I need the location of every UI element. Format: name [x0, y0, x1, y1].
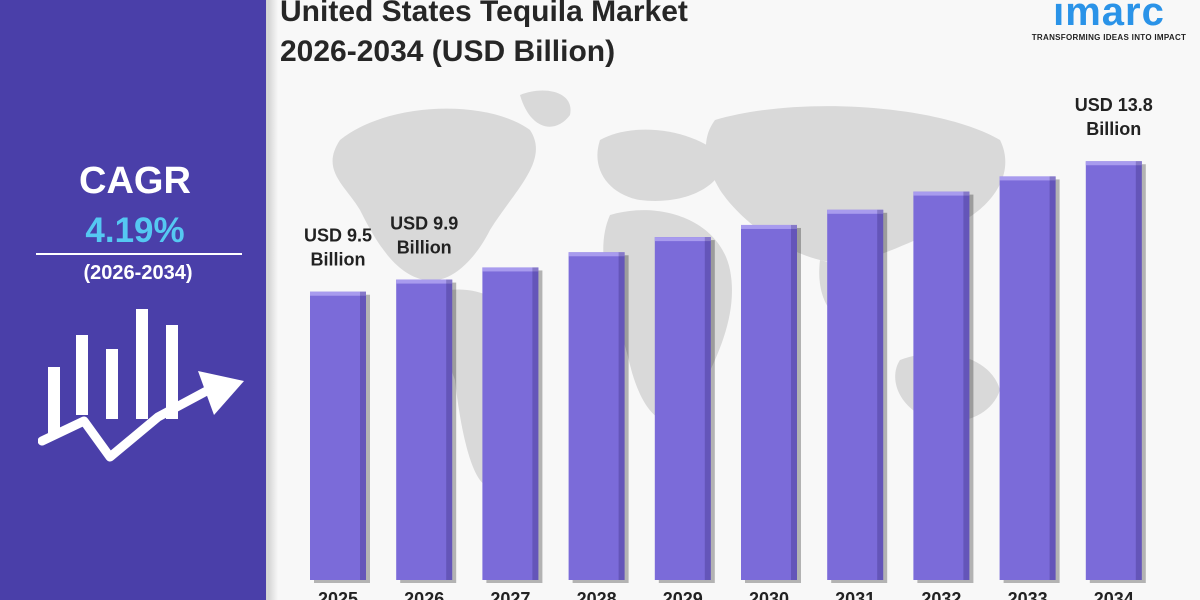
bar-2027	[482, 267, 543, 583]
sidebar-shadow	[266, 0, 278, 600]
x-tick-label: 2030	[749, 589, 789, 600]
sidebar-panel	[0, 0, 266, 600]
bar-2033	[999, 176, 1060, 583]
data-label: USD 9.5 Billion	[304, 226, 372, 270]
chart-title-line-2: 2026-2034 (USD Billion)	[280, 35, 616, 68]
data-label: USD 13.8 Billion	[1075, 95, 1153, 139]
bar-2025	[310, 291, 370, 583]
bar-2031	[827, 209, 888, 584]
x-tick-label: 2026	[404, 589, 444, 600]
x-tick-label: 2034	[1094, 589, 1134, 600]
data-label: USD 9.9 Billion	[390, 214, 458, 258]
cagr-divider	[36, 253, 242, 255]
x-tick-label: 2025	[318, 589, 358, 600]
cagr-value: 4.19%	[85, 211, 185, 250]
bar-2028	[568, 252, 629, 583]
x-tick-label: 2028	[577, 589, 617, 600]
cagr-period: (2026-2034)	[83, 262, 193, 284]
x-tick-label: 2031	[835, 589, 875, 600]
x-tick-label: 2032	[921, 589, 961, 600]
bar-2029	[654, 237, 715, 583]
chart-title-line-1: United States Tequila Market	[280, 0, 688, 28]
cagr-label: CAGR	[79, 160, 191, 202]
bar-2034	[1085, 161, 1146, 583]
bar-chart: 2025 2026 2027 2028 2029 2030 2031 2032 2033 2034…	[304, 95, 1153, 600]
chart-title: United States Tequila Market 2026-2034 (…	[280, 0, 980, 72]
logo-wordmark: imarc	[1053, 0, 1165, 34]
growth-chart-arrow-icon	[38, 309, 244, 462]
logo-tagline: TRANSFORMING IDEAS INTO IMPACT	[1031, 33, 1187, 42]
x-tick-label: 2027	[490, 589, 530, 600]
x-tick-label: 2033	[1008, 589, 1048, 600]
bar-2026	[396, 279, 457, 583]
imarc-logo: imarc TRANSFORMING IDEAS INTO IMPACT	[1024, 0, 1194, 42]
x-tick-label: 2029	[663, 589, 703, 600]
bar-2032	[913, 191, 974, 583]
bar-2030	[741, 224, 801, 583]
